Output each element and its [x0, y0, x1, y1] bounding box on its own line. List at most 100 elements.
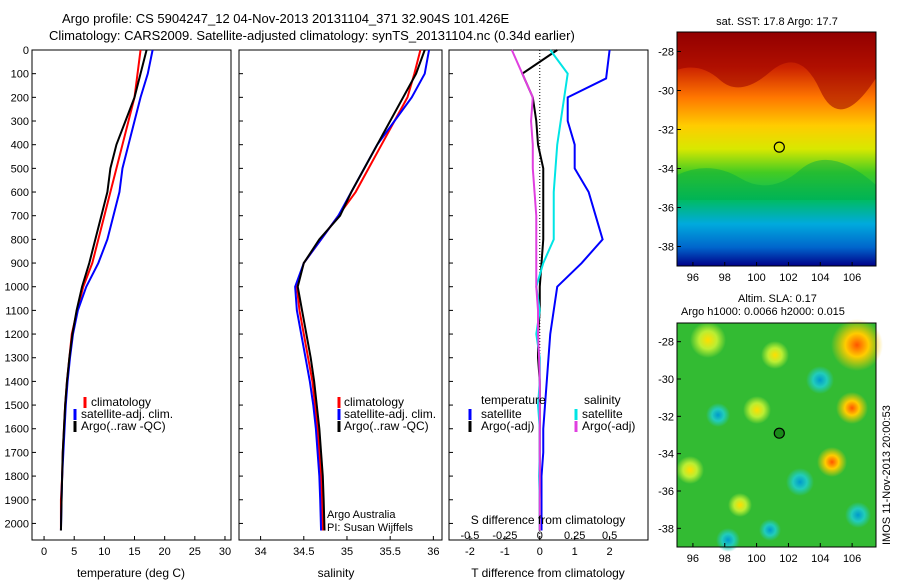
- legend-climatology-label: climatology: [344, 395, 404, 409]
- sla-negative-anomaly: [806, 366, 834, 394]
- depth-ytick-label: 900: [11, 258, 29, 270]
- sla-negative-anomaly: [786, 468, 814, 496]
- depth-ytick-label: 0: [23, 45, 29, 57]
- sla-positive-anomaly: [831, 319, 883, 371]
- figure-title-line1: Argo profile: CS 5904247_12 04-Nov-2013 …: [62, 11, 510, 26]
- map-lat-tick-label: -36: [658, 486, 674, 498]
- temperature-xtick-label: 10: [98, 546, 110, 558]
- map-lon-tick-label: 104: [811, 553, 829, 565]
- temperature-xtick-label: 0: [41, 546, 47, 558]
- sst-map-panel: sat. SST: 17.8 Argo: 17.7 96 98 100 102 104 1…: [658, 16, 877, 284]
- argo-temperature-line: [59, 49, 148, 531]
- legend-temp-satellite-label: satellite: [481, 407, 522, 421]
- legend-climatology-label: climatology: [91, 395, 151, 409]
- difference-legend: temperature salinity satellite Argo(-adj…: [468, 393, 635, 433]
- salinity-argo-diff-line: [510, 49, 541, 531]
- legend-sal-argo-label: Argo(-adj): [582, 419, 635, 433]
- temperature-panel: 0 5 10 15 20 25 30 0 100 200 300 400 500 600 700 800 90…: [5, 45, 232, 580]
- sla-map-subtitle: Argo h1000: 0.0066 h2000: 0.015: [681, 306, 845, 318]
- satellite-salinity-line: [294, 49, 431, 531]
- map-lon-tick-label: 96: [687, 553, 699, 565]
- s-difference-tick-label: -0.25: [492, 530, 517, 542]
- depth-ytick-label: 1400: [5, 376, 29, 388]
- depth-ytick-label: 1200: [5, 329, 29, 341]
- s-difference-label: S difference from climatology: [471, 513, 626, 527]
- legend-satellite-label: satellite-adj. clim.: [344, 407, 436, 421]
- map-lon-tick-label: 102: [779, 553, 797, 565]
- legend-temperature-title: temperature: [481, 393, 546, 407]
- map-lon-tick-label: 98: [719, 553, 731, 565]
- depth-ytick-label: 1700: [5, 447, 29, 459]
- depth-ytick-label: 400: [11, 140, 29, 152]
- map-lon-tick-label: 98: [719, 272, 731, 284]
- depth-ytick-label: 300: [11, 116, 29, 128]
- depth-ytick-label: 200: [11, 92, 29, 104]
- s-difference-tick-label: -0.5: [460, 530, 479, 542]
- sla-positive-anomaly: [690, 322, 726, 358]
- difference-axes-frame: [448, 49, 649, 541]
- figure-title-line2: Climatology: CARS2009. Satellite-adjuste…: [49, 28, 575, 43]
- sla-anomaly-blobs: [676, 319, 883, 552]
- depth-ytick-label: 1900: [5, 495, 29, 507]
- map-lon-tick-label: 106: [843, 272, 861, 284]
- legend-argo-label: Argo(..raw -QC): [81, 419, 166, 433]
- legend-satellite-label: satellite-adj. clim.: [81, 407, 173, 421]
- salinity-xtick-label: 34: [254, 546, 266, 558]
- depth-ytick-label: 1800: [5, 471, 29, 483]
- temperature-xtick-label: 25: [189, 546, 201, 558]
- difference-panel: -2 -1 0 1 2 S difference from climatology -0…: [448, 49, 649, 580]
- satellite-temperature-line: [59, 49, 154, 531]
- sst-mid-band: [677, 159, 876, 200]
- depth-ytick-label: 100: [11, 69, 29, 81]
- legend-argo-label: Argo(..raw -QC): [344, 419, 429, 433]
- climatology-salinity-line: [295, 49, 422, 531]
- map-lon-tick-label: 100: [747, 272, 765, 284]
- depth-ytick-label: 1000: [5, 282, 29, 294]
- sst-warm-band: [677, 32, 876, 110]
- temperature-satellite-diff-line: [540, 49, 611, 531]
- annotation-pi: PI: Susan Wijffels: [327, 522, 413, 534]
- map-lat-tick-label: -36: [658, 203, 674, 215]
- map-lat-tick-label: -32: [658, 411, 674, 423]
- map-lat-tick-label: -30: [658, 86, 674, 98]
- salinity-xlabel: salinity: [318, 566, 355, 580]
- depth-ytick-label: 700: [11, 211, 29, 223]
- map-lon-tick-label: 102: [779, 272, 797, 284]
- salinity-axes-frame: [238, 49, 443, 541]
- map-lon-tick-label: 104: [811, 272, 829, 284]
- argo-position-marker: [773, 427, 785, 439]
- sst-map-frame: [676, 31, 877, 267]
- depth-ytick-label: 1300: [5, 353, 29, 365]
- s-difference-tick-label: 0: [537, 530, 543, 542]
- depth-ytick-label: 2000: [5, 518, 29, 530]
- legend-sal-satellite-label: satellite: [582, 407, 623, 421]
- map-lat-tick-label: -38: [658, 242, 674, 254]
- salinity-xtick-label: 35: [341, 546, 353, 558]
- salinity-panel: 34 34.5 35 35.5 36 salinity climatology sate…: [238, 49, 443, 580]
- sla-map-title: Altim. SLA: 0.17: [738, 293, 817, 305]
- argo-salinity-line: [296, 49, 426, 531]
- annotation-argo-australia: Argo Australia: [327, 509, 396, 521]
- sla-positive-anomaly: [817, 447, 847, 477]
- salinity-xtick-label: 35.5: [379, 546, 400, 558]
- salinity-xtick-label: 36: [427, 546, 439, 558]
- map-lat-tick-label: -30: [658, 374, 674, 386]
- sla-negative-anomaly: [845, 502, 871, 528]
- map-lat-tick-label: -28: [658, 47, 674, 59]
- map-lat-tick-label: -32: [658, 125, 674, 137]
- map-lat-tick-label: -28: [658, 337, 674, 349]
- depth-ytick-label: 1100: [5, 305, 29, 317]
- salinity-xtick-label: 34.5: [293, 546, 314, 558]
- temperature-xlabel: temperature (deg C): [77, 566, 185, 580]
- salinity-satellite-diff-line: [535, 49, 569, 531]
- map-lat-tick-label: -34: [658, 449, 674, 461]
- temperature-xtick-label: 5: [71, 546, 77, 558]
- sst-map-title: sat. SST: 17.8 Argo: 17.7: [716, 16, 838, 28]
- temperature-legend: climatology satellite-adj. clim. Argo(..…: [73, 395, 173, 433]
- depth-ytick-label: 500: [11, 163, 29, 175]
- map-lon-tick-label: 106: [843, 553, 861, 565]
- t-difference-xtick-label: 2: [607, 546, 613, 558]
- sla-map-frame: [676, 322, 877, 548]
- t-difference-xtick-label: 1: [572, 546, 578, 558]
